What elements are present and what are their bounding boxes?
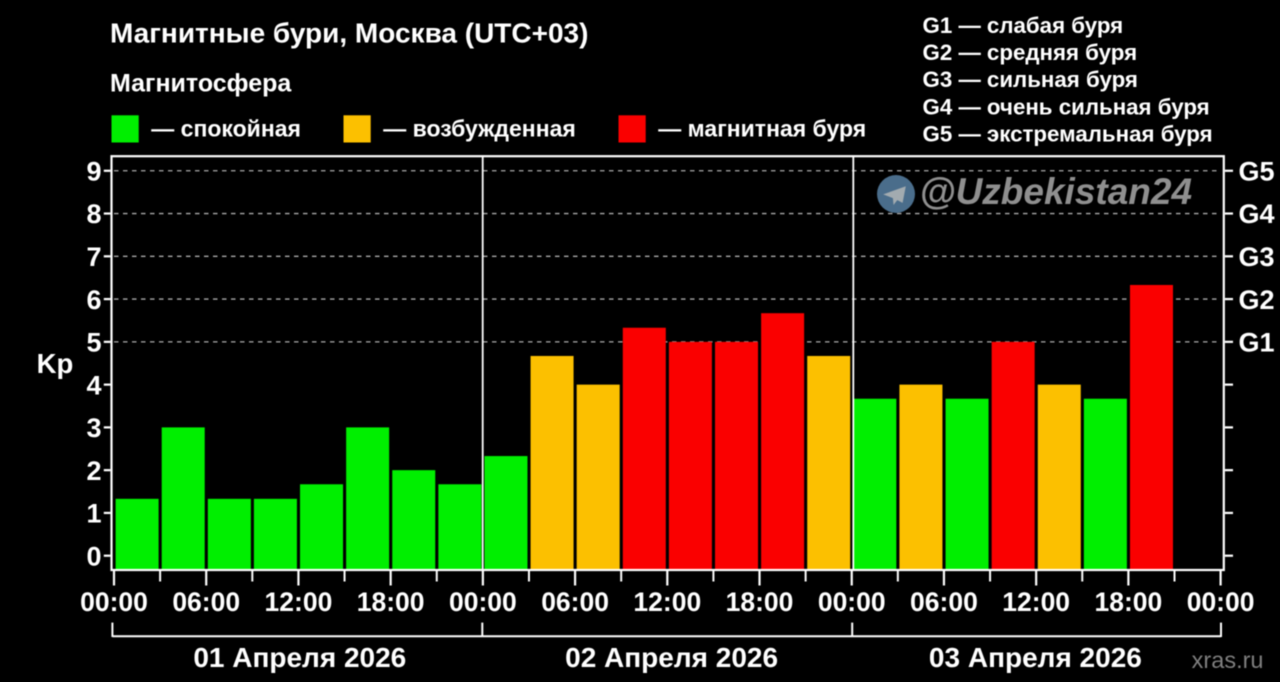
- svg-text:01 Апреля 2026: 01 Апреля 2026: [193, 642, 406, 673]
- svg-text:Магнитные бури, Москва (UTC+03: Магнитные бури, Москва (UTC+03): [110, 18, 588, 49]
- svg-text:00:00: 00:00: [449, 587, 517, 617]
- svg-text:G5 — экстремальная буря: G5 — экстремальная буря: [923, 121, 1213, 146]
- svg-text:G4: G4: [1239, 199, 1275, 229]
- svg-text:18:00: 18:00: [726, 587, 794, 617]
- svg-text:7: 7: [86, 242, 101, 272]
- svg-text:— спокойная: — спокойная: [151, 116, 301, 142]
- svg-text:06:00: 06:00: [172, 587, 240, 617]
- svg-text:G5: G5: [1239, 156, 1275, 186]
- svg-text:00:00: 00:00: [1187, 587, 1255, 617]
- svg-text:G3: G3: [1239, 242, 1275, 272]
- svg-text:xras.ru: xras.ru: [1192, 647, 1264, 673]
- svg-text:— возбужденная: — возбужденная: [383, 116, 576, 142]
- svg-text:8: 8: [86, 199, 101, 229]
- svg-text:G2: G2: [1239, 285, 1275, 315]
- svg-text:3: 3: [86, 413, 101, 443]
- svg-text:0: 0: [86, 541, 101, 571]
- svg-text:9: 9: [86, 156, 101, 186]
- svg-text:G2 — средняя буря: G2 — средняя буря: [923, 40, 1138, 65]
- svg-text:G4 — очень сильная буря: G4 — очень сильная буря: [923, 94, 1210, 119]
- svg-text:18:00: 18:00: [1094, 587, 1162, 617]
- svg-text:6: 6: [86, 285, 101, 315]
- svg-text:03 Апреля 2026: 03 Апреля 2026: [929, 642, 1142, 673]
- svg-text:@Uzbekistan24: @Uzbekistan24: [920, 171, 1193, 212]
- svg-text:06:00: 06:00: [541, 587, 609, 617]
- svg-text:— магнитная буря: — магнитная буря: [658, 116, 866, 142]
- svg-text:2: 2: [86, 456, 101, 486]
- svg-text:12:00: 12:00: [633, 587, 701, 617]
- svg-text:G1: G1: [1239, 328, 1275, 358]
- svg-text:00:00: 00:00: [818, 587, 886, 617]
- svg-text:G1 — слабая буря: G1 — слабая буря: [923, 13, 1124, 38]
- svg-text:12:00: 12:00: [1002, 587, 1070, 617]
- svg-text:02 Апреля 2026: 02 Апреля 2026: [565, 642, 778, 673]
- svg-text:G3 — сильная буря: G3 — сильная буря: [923, 67, 1138, 92]
- svg-text:12:00: 12:00: [265, 587, 333, 617]
- svg-text:Магнитосфера: Магнитосфера: [110, 70, 292, 98]
- svg-text:18:00: 18:00: [357, 587, 425, 617]
- svg-text:00:00: 00:00: [80, 587, 148, 617]
- svg-text:5: 5: [86, 328, 101, 358]
- svg-text:1: 1: [86, 499, 101, 529]
- svg-text:Kp: Kp: [37, 348, 74, 379]
- svg-text:4: 4: [86, 370, 101, 400]
- svg-text:06:00: 06:00: [910, 587, 978, 617]
